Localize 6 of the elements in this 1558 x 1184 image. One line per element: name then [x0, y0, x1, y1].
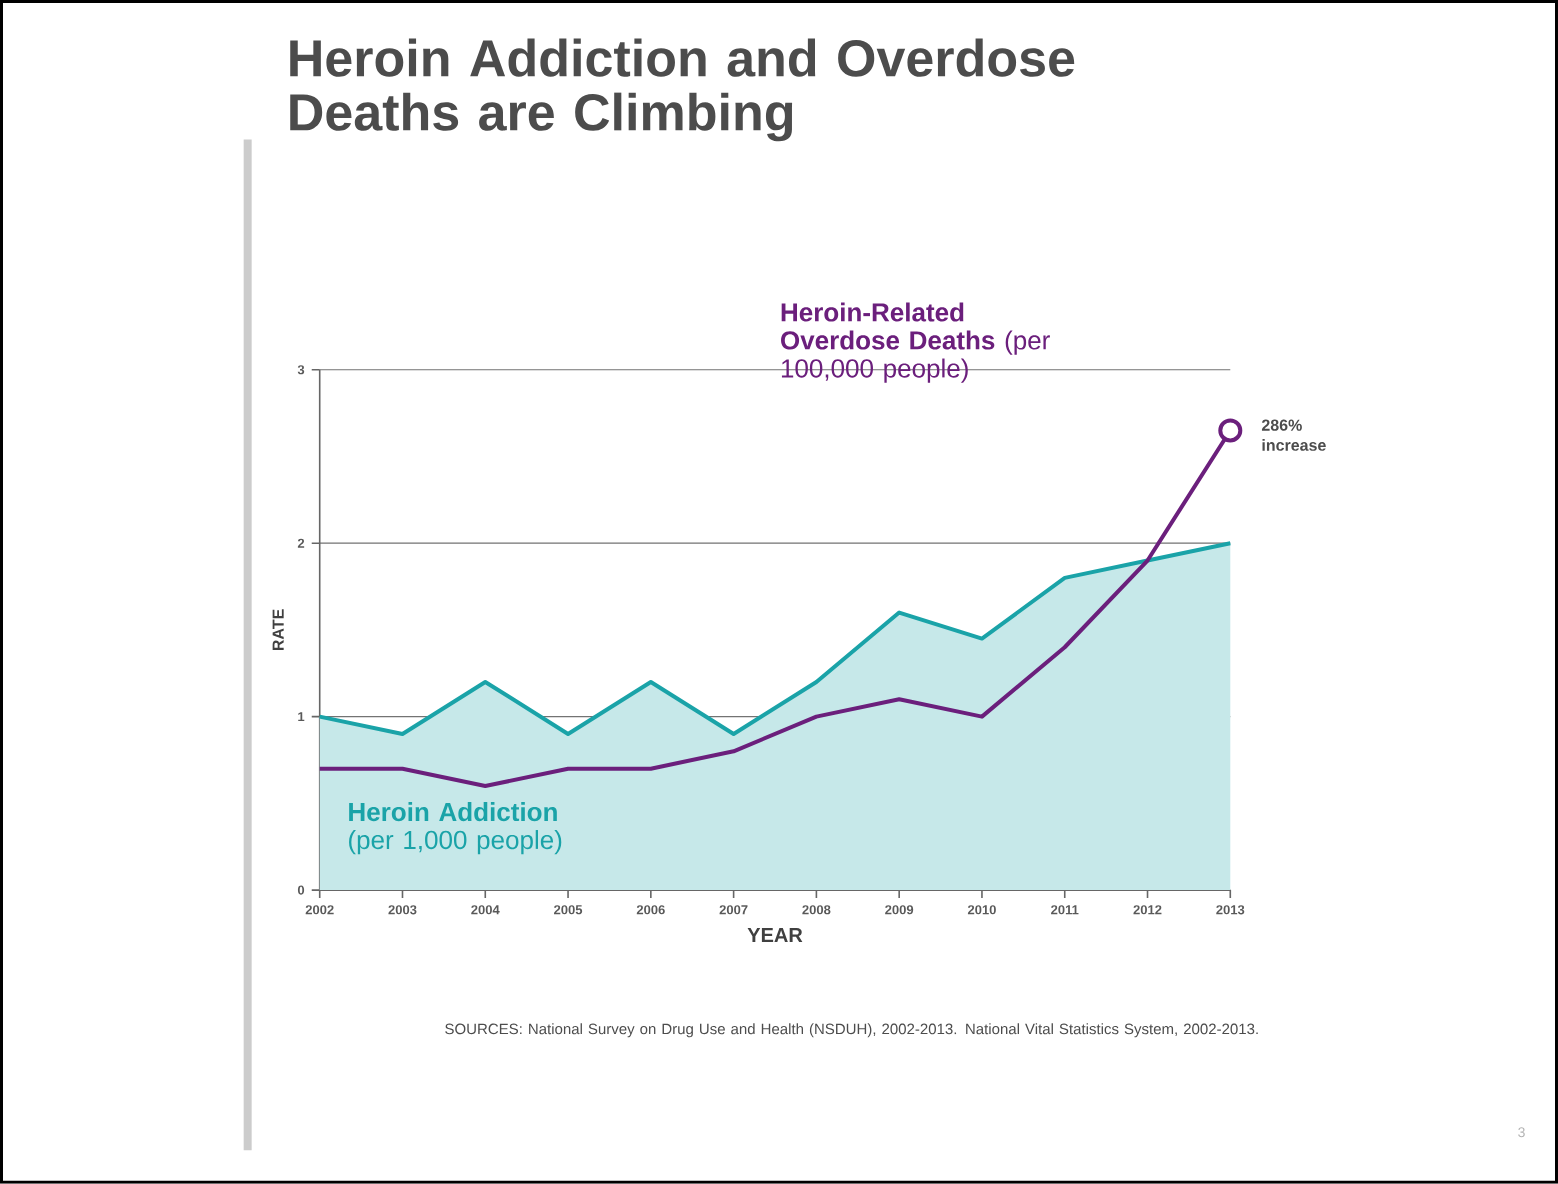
- y-axis-title: RATE: [272, 609, 284, 651]
- chart-title: Heroin Addiction and Overdose Deaths are Climbing: [290, 38, 1075, 142]
- series-label: Heroin Addiction (per 1,000 people): [349, 802, 562, 855]
- x-axis-title: YEAR: [747, 928, 803, 943]
- annotation: 286% increase: [1261, 419, 1326, 451]
- text: Heroin-Related Overdose Deaths (per 100,000 people): [781, 302, 1050, 383]
